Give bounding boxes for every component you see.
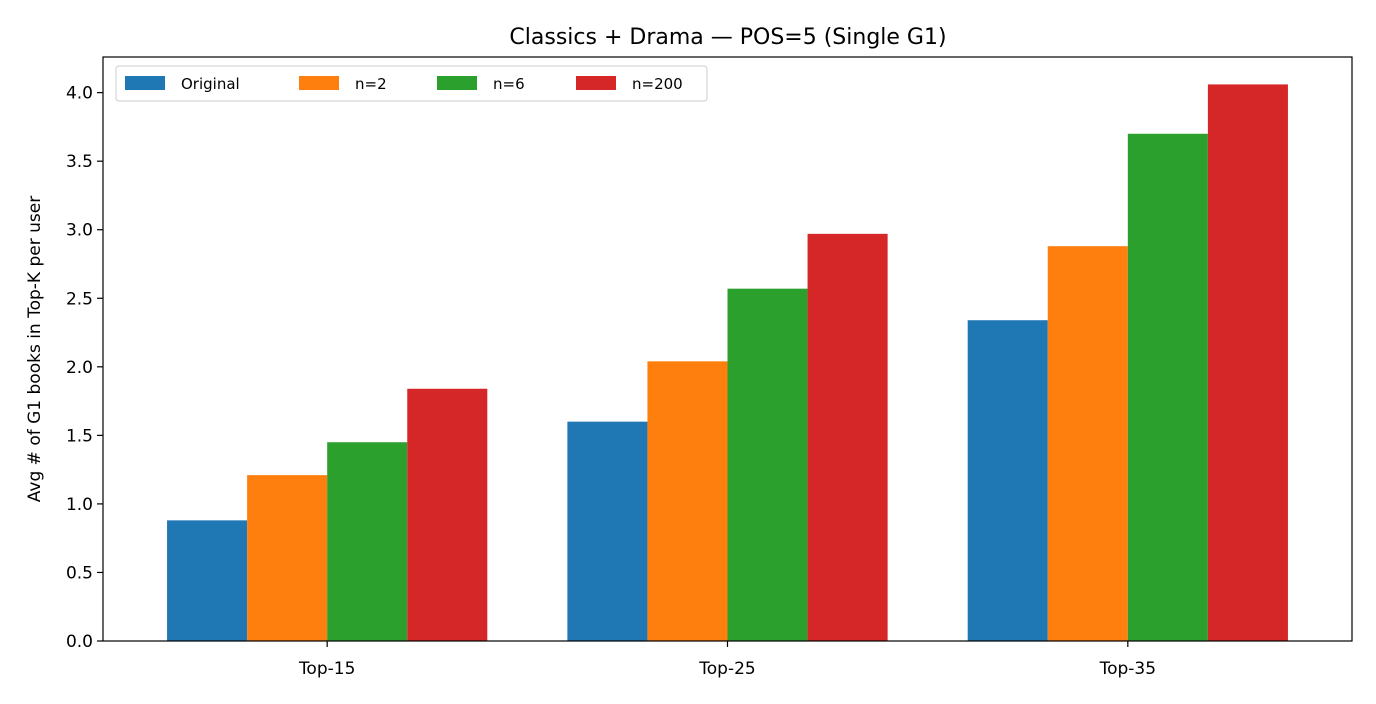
bars-layer (167, 84, 1288, 641)
bar-n=2-Top-35 (1047, 246, 1128, 641)
legend-swatch-Original (125, 76, 165, 90)
legend-label-n=6: n=6 (493, 75, 525, 93)
legend-swatch-n=200 (576, 76, 616, 90)
chart-title: Classics + Drama — POS=5 (Single G1) (509, 25, 946, 50)
legend-label-Original: Original (181, 75, 240, 93)
y-tick-label: 3.5 (66, 152, 93, 172)
y-tick-label: 4.0 (66, 84, 93, 104)
y-tick-label: 2.0 (66, 358, 93, 378)
legend-swatch-n=6 (437, 76, 477, 90)
bar-n=6-Top-15 (327, 442, 408, 641)
legend-label-n=2: n=2 (355, 75, 387, 93)
bar-n=6-Top-25 (727, 288, 808, 641)
bar-Original-Top-25 (567, 421, 648, 641)
y-axis-label: Avg # of G1 books in Top-K per user (25, 196, 45, 502)
x-tick-label: Top-35 (1099, 659, 1156, 679)
x-tick-label: Top-25 (698, 659, 755, 679)
bar-n=2-Top-25 (647, 361, 728, 641)
y-tick-label: 1.5 (66, 426, 93, 446)
y-tick-label: 0.5 (66, 563, 93, 583)
y-tick-label: 1.0 (66, 495, 93, 515)
bar-n=200-Top-35 (1207, 84, 1288, 641)
legend-label-n=200: n=200 (632, 75, 683, 93)
bar-n=6-Top-35 (1127, 133, 1208, 641)
bar-n=2-Top-15 (247, 475, 328, 641)
bar-n=200-Top-25 (807, 233, 888, 641)
y-tick-label: 3.0 (66, 221, 93, 241)
bar-Original-Top-15 (167, 520, 248, 641)
x-tick-label: Top-15 (298, 659, 355, 679)
legend-box (115, 65, 708, 102)
axes-layer: 0.0 0.5 1.0 1.5 2.0 2.5 3.0 3.5 4.0 Top-15 Top-25 T… (66, 56, 1353, 679)
y-tick-label: 2.5 (66, 289, 93, 309)
legend-swatch-n=2 (299, 76, 339, 90)
y-tick-label: 0.0 (66, 632, 93, 652)
legend: Original n=2 n=6 n=200 (115, 65, 708, 102)
bar-n=200-Top-15 (407, 388, 488, 641)
bar-Original-Top-35 (967, 320, 1048, 641)
